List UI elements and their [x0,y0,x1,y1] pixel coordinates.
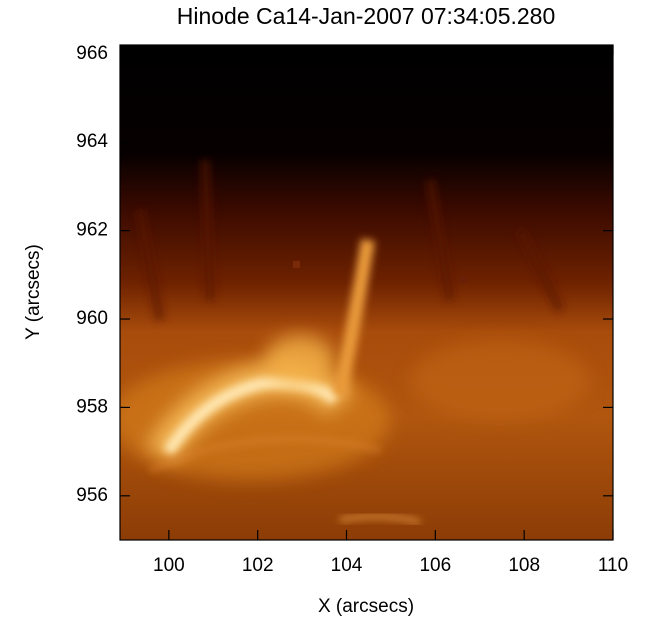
x-tick-label: 110 [598,555,628,576]
y-tick-label: 958 [76,396,108,417]
x-axis-label: X (arcsecs) [318,596,414,617]
y-tick-label: 964 [76,131,108,152]
plot-frame [119,44,614,541]
y-tick-label: 956 [76,485,108,506]
x-tick-label: 104 [331,555,363,576]
chart-title: Hinode Ca14-Jan-2007 07:34:05.280 [177,3,556,29]
y-tick-label: 960 [76,308,108,329]
solar-image [120,45,613,540]
y-tick-label: 966 [76,43,108,64]
y-tick-label: 962 [76,220,108,241]
x-tick-label: 108 [508,555,540,576]
y-axis-label: Y (arcsecs) [23,244,44,340]
x-tick-label: 100 [153,555,185,576]
x-tick-label: 102 [242,555,274,576]
x-tick-label: 106 [419,555,451,576]
